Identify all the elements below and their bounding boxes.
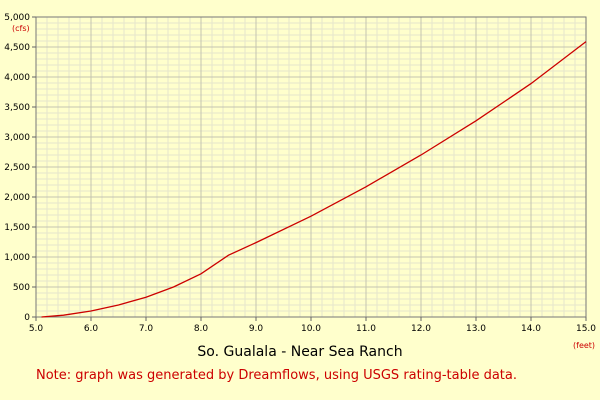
y-tick-label: 500	[13, 283, 30, 293]
major-grid	[35, 16, 587, 318]
y-tick-label: 4,500	[4, 43, 30, 53]
y-tick-label: 1,000	[4, 253, 30, 263]
x-tick-label: 6.0	[84, 324, 99, 334]
x-tick-label: 14.0	[521, 324, 541, 334]
x-tick-label: 7.0	[139, 324, 154, 334]
y-tick-label: 1,500	[4, 223, 30, 233]
y-unit-label: (cfs)	[12, 24, 30, 33]
y-tick-label: 2,000	[4, 193, 30, 203]
y-tick-label: 3,000	[4, 133, 30, 143]
x-tick-label: 10.0	[301, 324, 321, 334]
note-text: Note: graph was generated by Dreamflows,…	[36, 368, 517, 383]
x-tick-label: 8.0	[194, 324, 209, 334]
x-tick-label: 15.0	[576, 324, 596, 334]
y-tick-label: 3,500	[4, 103, 30, 113]
x-unit-label: (feet)	[573, 341, 595, 350]
x-tick-label: 12.0	[411, 324, 431, 334]
y-tick-label: 2,500	[4, 163, 30, 173]
series-line	[41, 41, 587, 318]
x-tick-label: 11.0	[356, 324, 376, 334]
y-tick-label: 5,000	[4, 13, 30, 23]
y-tick-label: 4,000	[4, 73, 30, 83]
x-tick-label: 9.0	[249, 324, 264, 334]
y-axis-ticks: 0 500 1,000 1,500 2,000 2,500 3,000 3,500 4,000 4…	[4, 13, 36, 323]
chart-title: So. Gualala - Near Sea Ranch	[197, 344, 403, 360]
y-tick-label: 0	[24, 313, 30, 323]
x-axis-ticks: 5.0 6.0 7.0 8.0 9.0 10.0 11.0 12.0 13.0 14.0 15.0	[29, 317, 596, 334]
x-tick-label: 5.0	[29, 324, 44, 334]
x-tick-label: 13.0	[466, 324, 486, 334]
